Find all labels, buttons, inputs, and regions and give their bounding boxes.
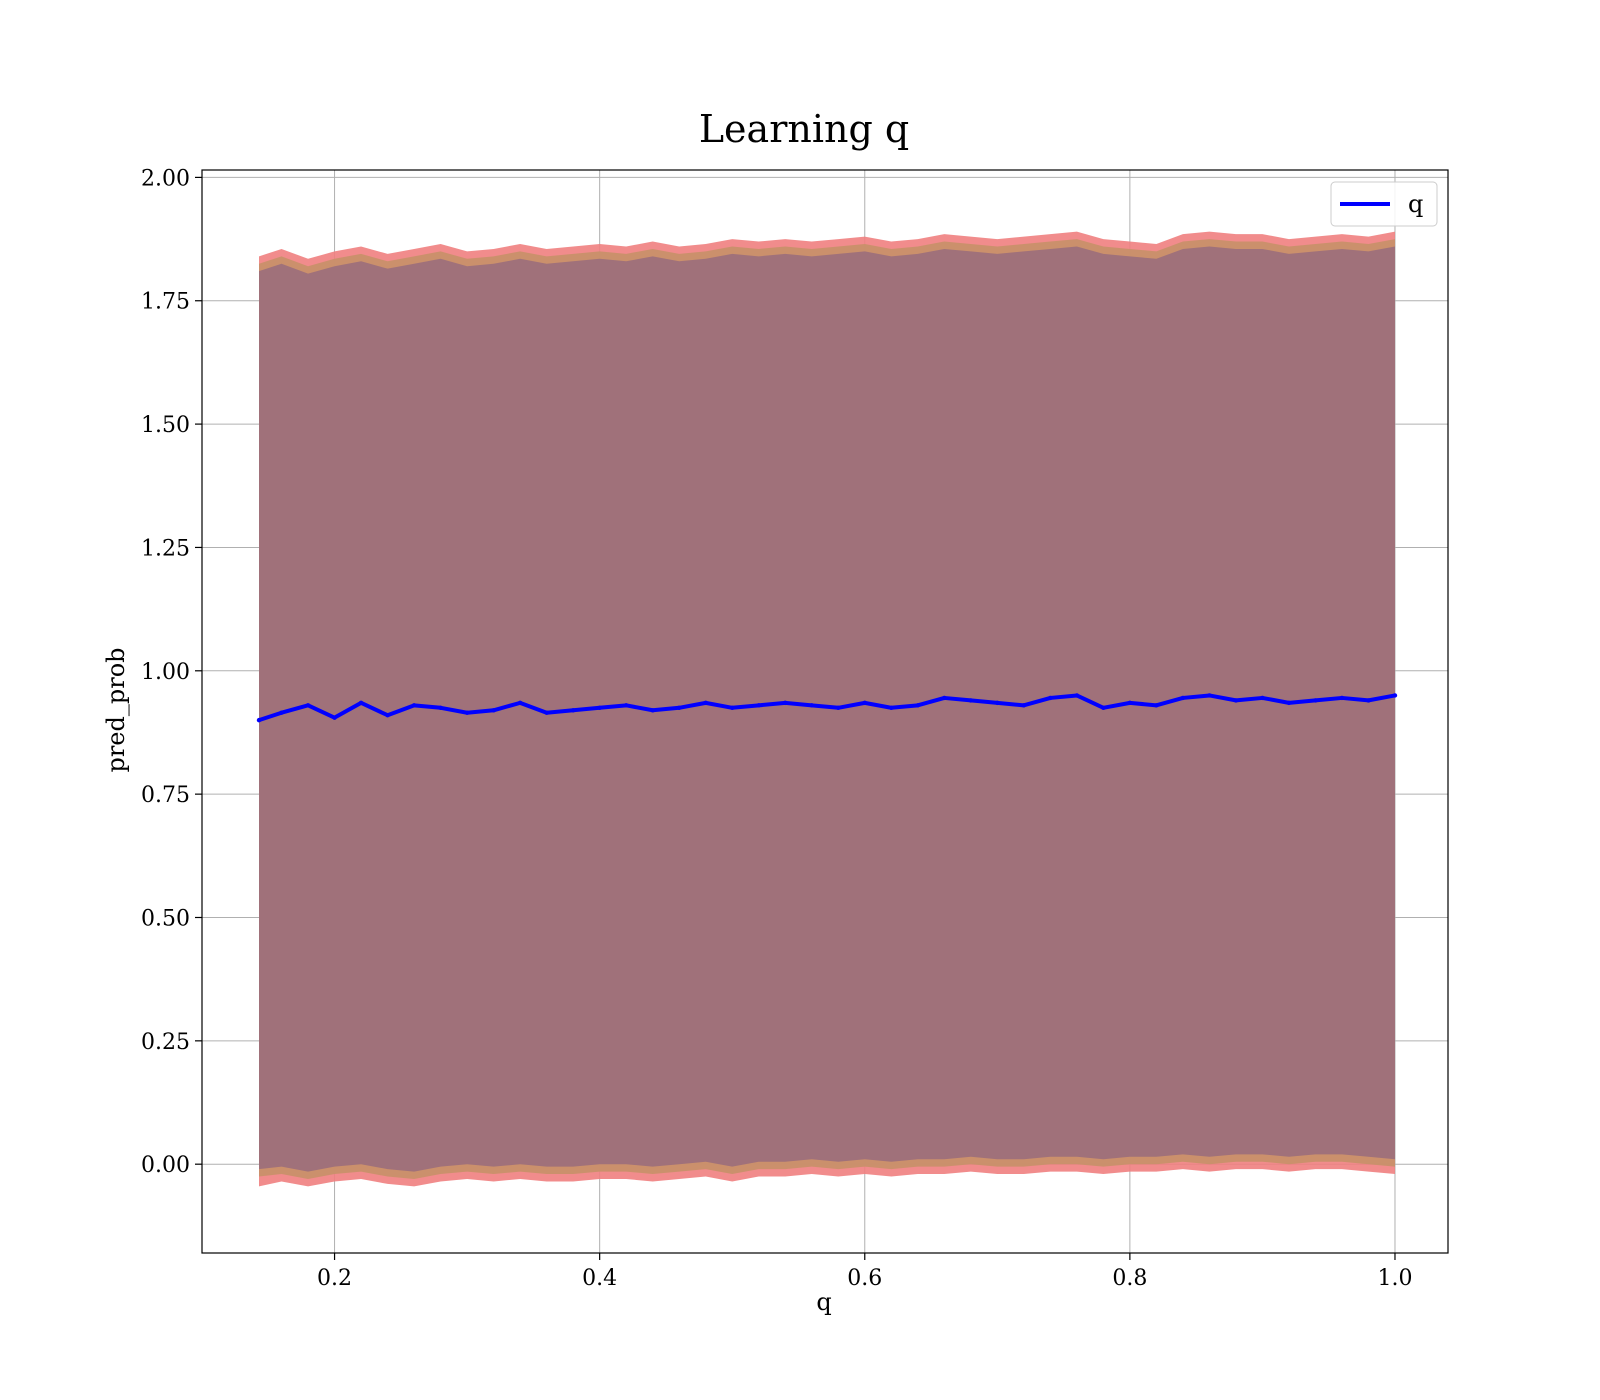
- axes-frame: [201, 169, 1449, 1254]
- series-line-0: [258, 693, 1396, 723]
- series-point-0-16: [676, 705, 682, 710]
- y-tick-label-2: 0.50: [141, 906, 190, 931]
- series-point-0-32: [1101, 705, 1106, 710]
- series-point-0-42: [1366, 698, 1371, 703]
- series-point-0-24: [889, 705, 894, 710]
- series-point-0-30: [1048, 695, 1053, 701]
- series-point-0-15: [650, 708, 655, 713]
- series-point-0-6: [411, 703, 417, 708]
- series-point-0-35: [1180, 695, 1186, 701]
- y-tick-label-4: 1.00: [141, 660, 190, 685]
- x-tick-label-1: 0.4: [582, 1266, 617, 1291]
- series-point-0-11: [544, 710, 549, 715]
- series-point-0-1: [279, 710, 284, 715]
- series-point-0-22: [836, 705, 841, 710]
- series-point-0-33: [1127, 700, 1133, 706]
- series-point-0-31: [1074, 693, 1080, 698]
- series-point-0-26: [942, 695, 947, 701]
- y-tick-label-5: 1.25: [141, 536, 190, 561]
- confidence-bands: [259, 231, 1395, 1187]
- series-point-0-18: [730, 705, 735, 710]
- x-axis-ticks: 0.2 0.4 0.6 0.8 1.0: [317, 1253, 1412, 1291]
- series-point-0-2: [305, 703, 311, 708]
- y-tick-label-1: 0.25: [141, 1030, 190, 1055]
- series-point-0-12: [570, 708, 576, 713]
- series-point-0-3: [332, 715, 337, 720]
- y-axis-label: pred_prob: [102, 647, 130, 772]
- y-tick-label-3: 0.75: [141, 783, 190, 808]
- series-point-0-7: [438, 705, 443, 710]
- series-point-0-43: [1392, 693, 1398, 698]
- series-point-0-4: [358, 700, 364, 706]
- y-tick-label-6: 1.50: [141, 413, 190, 438]
- series-point-0-21: [809, 703, 814, 708]
- series-point-0-39: [1286, 700, 1292, 706]
- band-inner: [259, 246, 1395, 1172]
- series-point-0-9: [491, 708, 496, 713]
- plot-area: [202, 170, 1448, 1253]
- chart-title: Learning q: [699, 107, 909, 151]
- series-point-0-25: [915, 703, 920, 708]
- series-point-0-36: [1207, 693, 1212, 698]
- series-point-0-17: [703, 700, 708, 706]
- series-point-0-13: [597, 705, 602, 710]
- series-point-0-10: [517, 700, 523, 706]
- series-point-0-41: [1339, 695, 1345, 701]
- x-tick-label-3: 0.8: [1112, 1266, 1147, 1291]
- x-tick-label-0: 0.2: [317, 1266, 352, 1291]
- series-point-0-38: [1260, 695, 1265, 701]
- series-point-0-23: [862, 700, 867, 706]
- y-axis-ticks: 0.00 0.25 0.50 0.75 1.00 1.25 1.50 1.75 2.00: [141, 166, 202, 1178]
- series-point-0-37: [1233, 698, 1239, 703]
- series-point-0-34: [1154, 703, 1159, 708]
- legend: q: [1330, 181, 1438, 227]
- series-point-0-27: [968, 698, 974, 703]
- series-point-0-20: [783, 700, 788, 706]
- x-tick-label-2: 0.6: [847, 1266, 882, 1291]
- x-axis-label: q: [816, 1288, 831, 1316]
- y-tick-label-7: 1.75: [141, 290, 190, 315]
- series-lines: [256, 693, 1398, 723]
- series-point-0-19: [756, 703, 761, 708]
- x-tick-label-4: 1.0: [1377, 1266, 1412, 1291]
- series-point-0-29: [1021, 703, 1027, 708]
- series-point-0-40: [1313, 698, 1318, 703]
- y-tick-label-0: 0.00: [141, 1153, 190, 1178]
- series-point-0-5: [385, 713, 390, 718]
- series-point-0-0: [256, 717, 262, 723]
- series-point-0-28: [995, 700, 1000, 706]
- legend-label-q: q: [1408, 190, 1423, 218]
- series-point-0-8: [464, 710, 470, 715]
- y-tick-label-8: 2.00: [141, 166, 190, 191]
- series-point-0-14: [623, 703, 629, 708]
